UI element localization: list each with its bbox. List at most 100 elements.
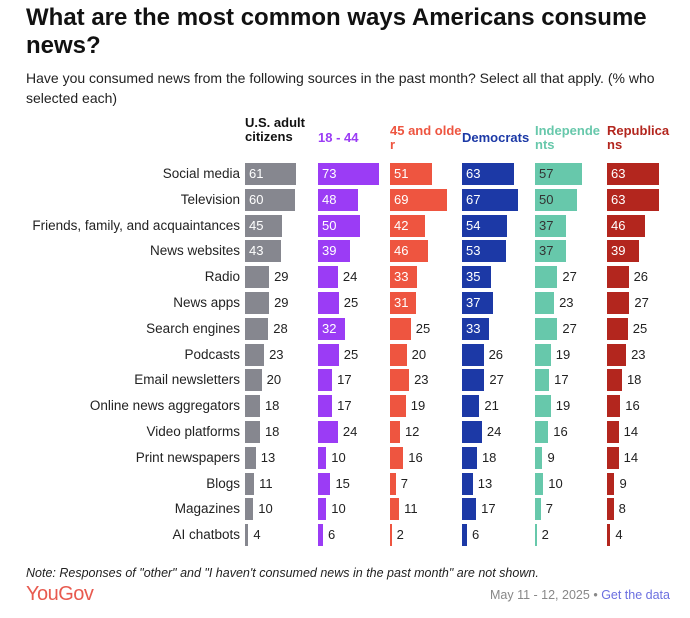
- bar-4-9: [535, 395, 551, 418]
- bar-4-4: [535, 266, 558, 289]
- data-label: 10: [548, 475, 563, 491]
- data-label: 25: [343, 295, 359, 310]
- data-label: 7: [545, 501, 554, 517]
- data-label: 10: [258, 501, 273, 517]
- bar-1-13: [318, 498, 327, 521]
- bar-3-1: [462, 188, 518, 211]
- bar-2-6: [390, 317, 411, 340]
- bar-3-5: [462, 292, 493, 314]
- bar-5-4: [607, 266, 629, 289]
- data-label: 63: [611, 191, 626, 207]
- data-label: 19: [555, 346, 571, 362]
- data-label: 54: [466, 217, 481, 233]
- bar-0-7: [245, 343, 265, 366]
- data-label: 13: [260, 449, 276, 465]
- bar-5-9: [607, 395, 621, 418]
- bar-5-8: [607, 369, 622, 392]
- bar-3-14: [462, 524, 467, 547]
- bar-1-8: [318, 369, 333, 392]
- bar-1-14: [318, 524, 323, 547]
- bar-2-10: [390, 421, 400, 443]
- series-header-4: Independents: [535, 123, 601, 152]
- data-label: 27: [489, 372, 504, 388]
- series-header-1: 18 - 44: [318, 130, 359, 145]
- series-header-0: U.S. adult citizens: [245, 115, 305, 144]
- category-label: Social media: [162, 166, 240, 181]
- data-label: 6: [327, 527, 336, 543]
- bar-0-6: [245, 317, 269, 340]
- bar-2-8: [390, 369, 410, 392]
- bar-3-13: [462, 498, 477, 521]
- data-label: 17: [554, 372, 569, 388]
- bar-2-5: [390, 292, 416, 314]
- category-label: Video platforms: [146, 424, 240, 439]
- bar-1-2: [318, 214, 360, 237]
- bar-2-2: [390, 214, 425, 237]
- bar-1-4: [318, 266, 338, 289]
- data-label: 18: [264, 398, 280, 414]
- data-label: 24: [342, 269, 358, 285]
- bar-3-4: [462, 266, 492, 289]
- data-label: 37: [466, 295, 481, 310]
- data-label: 10: [331, 501, 346, 517]
- bar-0-13: [245, 498, 254, 521]
- data-label: 29: [274, 269, 289, 285]
- bar-1-3: [318, 240, 351, 263]
- footer-date: May 11 - 12, 2025 • Get the data: [490, 588, 670, 602]
- bar-5-1: [607, 188, 660, 211]
- data-label: 26: [488, 346, 504, 362]
- data-label: 33: [394, 269, 409, 285]
- data-label: 43: [249, 243, 264, 259]
- data-label: 48: [322, 191, 337, 207]
- bar-0-1: [245, 188, 295, 211]
- get-data-link[interactable]: Get the data: [601, 588, 670, 602]
- data-label: 67: [466, 191, 481, 207]
- bar-1-6: [318, 317, 345, 340]
- bar-4-14: [535, 524, 537, 547]
- bar-0-9: [245, 395, 260, 418]
- bar-2-9: [390, 395, 406, 418]
- bar-1-9: [318, 395, 333, 418]
- data-label: 63: [466, 166, 481, 181]
- category-label: Magazines: [174, 501, 240, 517]
- bar-0-11: [245, 446, 256, 469]
- bar-4-12: [535, 472, 544, 495]
- bar-0-2: [245, 214, 283, 237]
- chart-title: What are the most common ways Americans …: [26, 4, 647, 59]
- data-label: 37: [539, 217, 554, 233]
- data-label: 63: [611, 166, 626, 181]
- data-label: 33: [466, 320, 481, 336]
- bar-0-14: [245, 524, 249, 547]
- data-label: 25: [415, 320, 431, 336]
- data-label: 73: [322, 166, 337, 181]
- data-label: 12: [404, 424, 420, 439]
- data-label: 16: [625, 398, 640, 414]
- bar-3-3: [462, 240, 506, 263]
- data-label: 50: [539, 191, 554, 207]
- data-label: 61: [249, 166, 264, 181]
- bar-0-0: [245, 163, 296, 185]
- bar-1-7: [318, 343, 339, 366]
- bar-5-11: [607, 446, 619, 469]
- bar-3-6: [462, 317, 490, 340]
- bar-4-6: [535, 317, 558, 340]
- data-label: 20: [266, 372, 282, 388]
- bar-4-1: [535, 188, 577, 211]
- category-label: News apps: [173, 295, 240, 310]
- data-label: 14: [623, 424, 639, 439]
- bar-1-10: [318, 421, 338, 443]
- bar-4-10: [535, 421, 549, 443]
- bar-0-3: [245, 240, 281, 263]
- data-label: 69: [394, 191, 409, 207]
- data-label: 18: [626, 372, 642, 388]
- bar-4-7: [535, 343, 551, 366]
- data-label: 24: [486, 424, 502, 439]
- data-label: 27: [562, 269, 577, 285]
- data-label: 9: [547, 449, 555, 465]
- category-label: News websites: [149, 243, 240, 259]
- bar-3-2: [462, 214, 507, 237]
- bar-5-13: [607, 498, 614, 521]
- data-label: 11: [404, 501, 418, 517]
- data-label: 27: [562, 320, 577, 336]
